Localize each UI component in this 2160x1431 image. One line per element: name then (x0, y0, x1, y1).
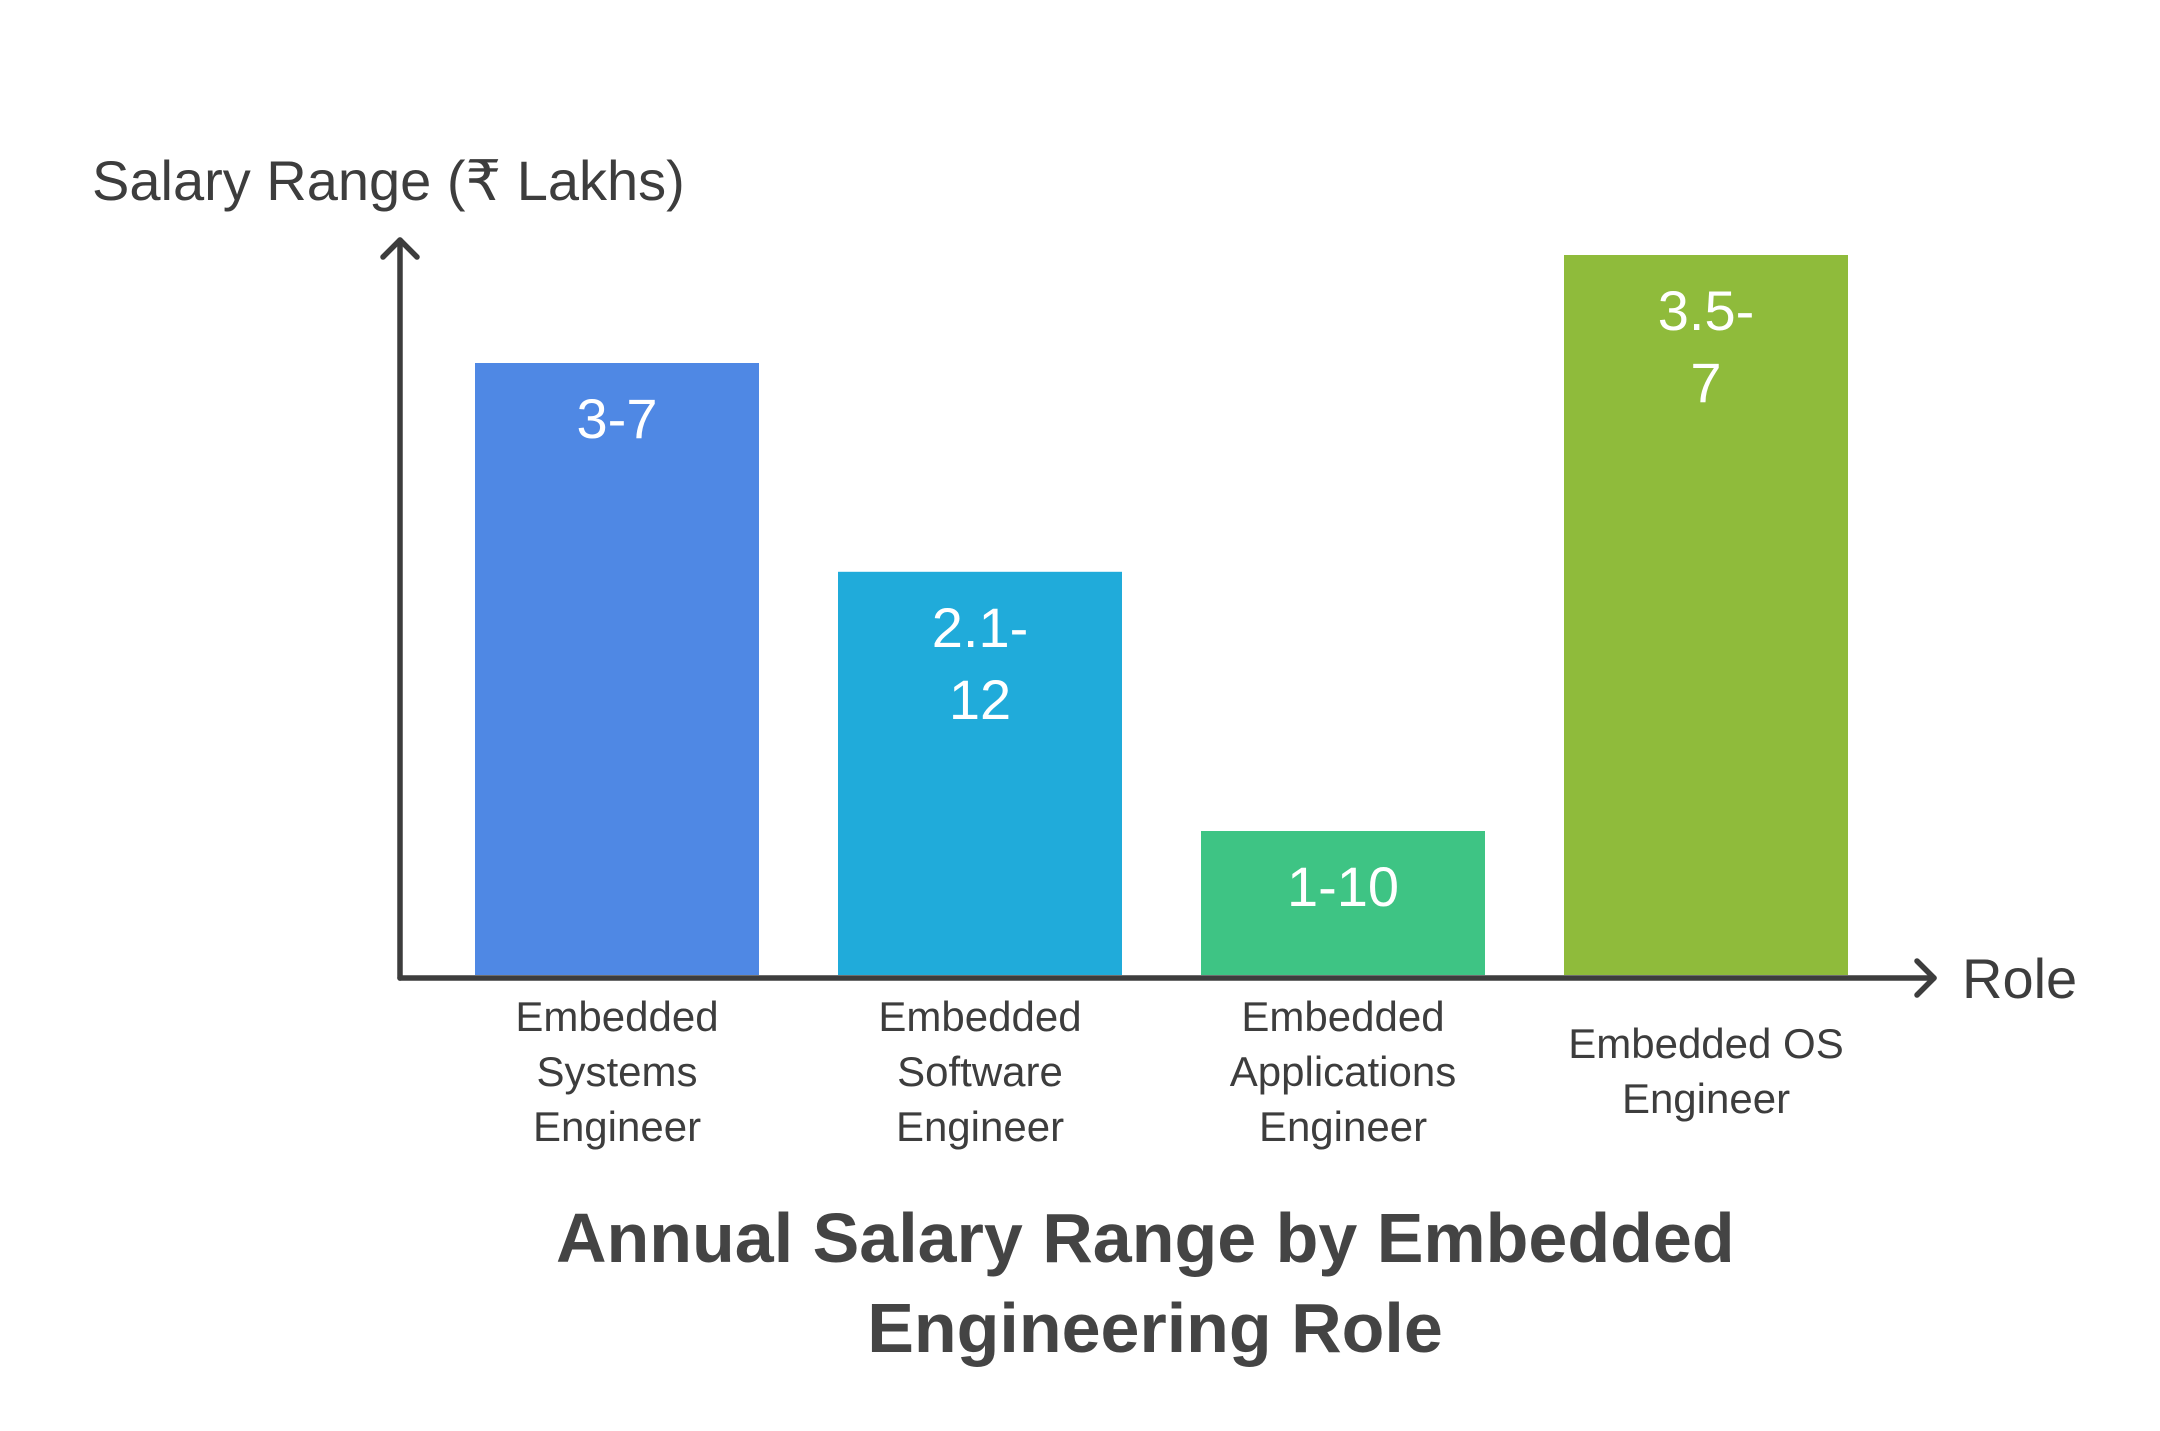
category-label-line: Systems (536, 1048, 697, 1095)
category-label-1: Embedded Systems Engineer (515, 993, 718, 1150)
bar-value-line: 7 (1690, 351, 1721, 414)
x-axis-label: Role (1962, 947, 2077, 1010)
chart-title-line-2: Engineering Role (867, 1289, 1443, 1367)
bar-3 (1201, 831, 1485, 975)
x-axis-arrow-icon (1914, 958, 1937, 998)
category-label-line: Engineer (1259, 1103, 1427, 1150)
bar-value-label-2: 2.1- 12 (932, 596, 1029, 731)
category-label-line: Software (897, 1048, 1063, 1095)
bar-labels-group: 3-7 2.1- 12 1-10 3.5- 7 (577, 279, 1755, 918)
bar-value-line: 3-7 (577, 387, 658, 450)
bars-group (475, 255, 1848, 975)
bar-4 (1564, 255, 1848, 975)
chart-title-line-1: Annual Salary Range by Embedded (556, 1199, 1735, 1277)
bar-value-label-3: 1-10 (1287, 855, 1399, 918)
category-label-line: Embedded (878, 993, 1081, 1040)
category-label-line: Embedded (1241, 993, 1444, 1040)
bar-1 (475, 363, 759, 975)
category-label-2: Embedded Software Engineer (878, 993, 1081, 1150)
category-label-line: Embedded (515, 993, 718, 1040)
bar-value-label-1: 3-7 (577, 387, 658, 450)
bar-value-line: 3.5- (1658, 279, 1755, 342)
category-label-line: Applications (1230, 1048, 1456, 1095)
category-label-line: Engineer (533, 1103, 701, 1150)
y-axis-label: Salary Range (₹ Lakhs) (92, 149, 685, 212)
y-axis-arrow-icon (380, 237, 420, 260)
category-label-3: Embedded Applications Engineer (1230, 993, 1456, 1150)
bar-value-line: 1-10 (1287, 855, 1399, 918)
category-label-line: Engineer (1622, 1075, 1790, 1122)
bar-2 (838, 571, 1122, 975)
bar-value-label-4: 3.5- 7 (1658, 279, 1755, 414)
bar-value-line: 2.1- (932, 596, 1029, 659)
category-label-4: Embedded OS Engineer (1568, 1020, 1844, 1122)
chart-title: Annual Salary Range by Embedded Engineer… (556, 1199, 1754, 1367)
category-label-line: Embedded OS (1568, 1020, 1844, 1067)
category-label-line: Engineer (896, 1103, 1064, 1150)
bar-value-line: 12 (949, 668, 1011, 731)
